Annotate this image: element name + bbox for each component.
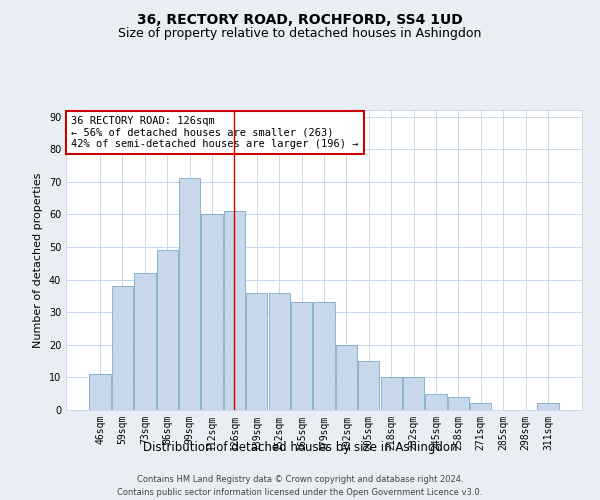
Bar	[470, 404, 491, 410]
Bar	[179, 178, 200, 410]
Bar	[336, 345, 357, 410]
Bar	[224, 211, 245, 410]
Bar	[112, 286, 133, 410]
Text: Contains HM Land Registry data © Crown copyright and database right 2024.: Contains HM Land Registry data © Crown c…	[137, 476, 463, 484]
Bar	[313, 302, 335, 410]
Bar	[403, 378, 424, 410]
Bar	[358, 361, 379, 410]
Text: Size of property relative to detached houses in Ashingdon: Size of property relative to detached ho…	[118, 28, 482, 40]
Text: 36, RECTORY ROAD, ROCHFORD, SS4 1UD: 36, RECTORY ROAD, ROCHFORD, SS4 1UD	[137, 12, 463, 26]
Y-axis label: Number of detached properties: Number of detached properties	[33, 172, 43, 348]
Bar	[269, 292, 290, 410]
Bar	[380, 378, 402, 410]
Text: Contains public sector information licensed under the Open Government Licence v3: Contains public sector information licen…	[118, 488, 482, 497]
Bar	[202, 214, 223, 410]
Bar	[89, 374, 111, 410]
Text: 36 RECTORY ROAD: 126sqm
← 56% of detached houses are smaller (263)
42% of semi-d: 36 RECTORY ROAD: 126sqm ← 56% of detache…	[71, 116, 359, 149]
Bar	[291, 302, 312, 410]
Text: Distribution of detached houses by size in Ashingdon: Distribution of detached houses by size …	[143, 441, 457, 454]
Bar	[246, 292, 268, 410]
Bar	[448, 397, 469, 410]
Bar	[157, 250, 178, 410]
Bar	[134, 273, 155, 410]
Bar	[425, 394, 446, 410]
Bar	[537, 404, 559, 410]
